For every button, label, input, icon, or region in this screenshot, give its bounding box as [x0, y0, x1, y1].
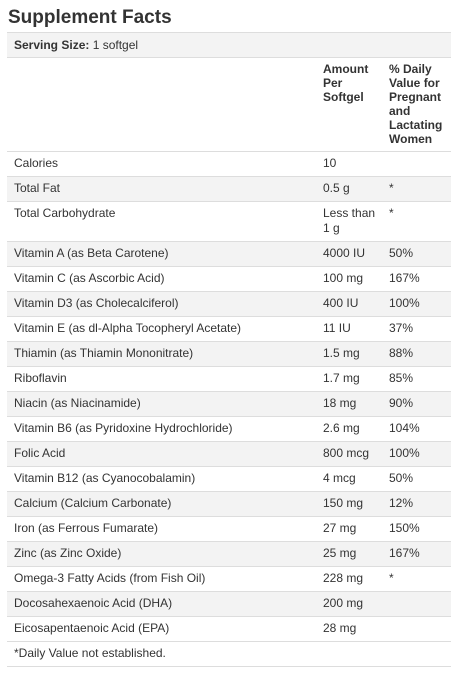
table-row: Calories 10 [7, 151, 451, 177]
nutrient-name-cell: Thiamin (as Thiamin Mononitrate) [7, 341, 316, 367]
daily-value-cell: * [382, 566, 451, 592]
nutrient-name-cell: Folic Acid [7, 441, 316, 467]
nutrient-name-cell: Vitamin A (as Beta Carotene) [7, 241, 316, 267]
daily-value-cell: 100% [382, 291, 451, 317]
table-row: Omega-3 Fatty Acids (from Fish Oil) 228 m… [7, 566, 451, 592]
header-dv-line: and [389, 104, 411, 118]
amount-cell: 2.6 mg [316, 416, 382, 442]
amount-cell: 1.5 mg [316, 341, 382, 367]
header-daily-value-cell: % Daily Value for Pregnant and Lactating… [382, 58, 451, 152]
header-dv-line: Pregnant [389, 90, 442, 104]
table-row: Vitamin A (as Beta Carotene) 4000 IU 50% [7, 241, 451, 267]
daily-value-cell: 50% [382, 466, 451, 492]
amount-cell: 100 mg [316, 266, 382, 292]
daily-value-cell: * [382, 201, 451, 242]
nutrient-name-cell: Total Fat [7, 176, 316, 202]
serving-size-value: 1 softgel [92, 38, 139, 52]
table-row: Folic Acid 800 mcg 100% [7, 441, 451, 467]
amount-cell: 200 mg [316, 591, 382, 617]
nutrient-name-cell: Eicosapentaenoic Acid (EPA) [7, 616, 316, 642]
amount-cell: 0.5 g [316, 176, 382, 202]
nutrient-name-cell: Total Carbohydrate [7, 201, 316, 242]
nutrient-name-cell: Vitamin C (as Ascorbic Acid) [7, 266, 316, 292]
amount-cell: 4 mcg [316, 466, 382, 492]
nutrient-name-cell: Calcium (Calcium Carbonate) [7, 491, 316, 517]
header-dv-line: Women [389, 132, 433, 146]
nutrient-name-cell: Calories [7, 151, 316, 177]
facts-table: Amount Per Softgel % Daily Value for Pre… [7, 58, 451, 642]
nutrient-name-cell: Zinc (as Zinc Oxide) [7, 541, 316, 567]
header-amount-line: Per [323, 76, 343, 90]
daily-value-cell: 50% [382, 241, 451, 267]
header-amount-line: Softgel [323, 90, 364, 104]
nutrient-name-cell: Riboflavin [7, 366, 316, 392]
header-dv-line: % Daily [389, 62, 432, 76]
amount-cell: 10 [316, 151, 382, 177]
table-row: Iron (as Ferrous Fumarate) 27 mg 150% [7, 516, 451, 542]
daily-value-cell: 167% [382, 541, 451, 567]
daily-value-cell [382, 591, 451, 617]
supplement-facts-panel: Serving Size: 1 softgel Amount Per Softg… [7, 32, 451, 667]
header-amount-line: Amount [323, 62, 369, 76]
daily-value-cell: 150% [382, 516, 451, 542]
footnote: *Daily Value not established. [7, 642, 451, 667]
table-row: Vitamin B6 (as Pyridoxine Hydrochloride)… [7, 416, 451, 442]
amount-cell: 11 IU [316, 316, 382, 342]
nutrient-name-cell: Iron (as Ferrous Fumarate) [7, 516, 316, 542]
table-row: Niacin (as Niacinamide) 18 mg 90% [7, 391, 451, 417]
nutrient-name-cell: Vitamin D3 (as Cholecalciferol) [7, 291, 316, 317]
table-row: Total Fat 0.5 g * [7, 176, 451, 202]
daily-value-cell [382, 616, 451, 642]
amount-cell: Less than 1 g [316, 201, 382, 242]
table-row: Calcium (Calcium Carbonate) 150 mg 12% [7, 491, 451, 517]
header-dv-line: Value for [389, 76, 440, 90]
amount-cell: 800 mcg [316, 441, 382, 467]
table-row: Eicosapentaenoic Acid (EPA) 28 mg [7, 616, 451, 642]
amount-cell: 1.7 mg [316, 366, 382, 392]
serving-size-row: Serving Size: 1 softgel [7, 32, 451, 58]
page-title: Supplement Facts [8, 7, 172, 28]
amount-cell: 28 mg [316, 616, 382, 642]
table-row: Docosahexaenoic Acid (DHA) 200 mg [7, 591, 451, 617]
table-row: Vitamin E (as dl-Alpha Tocopheryl Acetat… [7, 316, 451, 342]
daily-value-cell: 100% [382, 441, 451, 467]
table-row: Vitamin C (as Ascorbic Acid) 100 mg 167% [7, 266, 451, 292]
table-row: Vitamin B12 (as Cyanocobalamin) 4 mcg 50% [7, 466, 451, 492]
daily-value-cell: 12% [382, 491, 451, 517]
daily-value-cell [382, 151, 451, 177]
amount-cell: 400 IU [316, 291, 382, 317]
daily-value-cell: * [382, 176, 451, 202]
daily-value-cell: 90% [382, 391, 451, 417]
nutrient-name-cell: Omega-3 Fatty Acids (from Fish Oil) [7, 566, 316, 592]
table-header-row: Amount Per Softgel % Daily Value for Pre… [7, 58, 451, 152]
table-row: Riboflavin 1.7 mg 85% [7, 366, 451, 392]
nutrient-name-cell: Docosahexaenoic Acid (DHA) [7, 591, 316, 617]
table-row: Zinc (as Zinc Oxide) 25 mg 167% [7, 541, 451, 567]
header-dv-line: Lactating [389, 118, 443, 132]
table-row: Vitamin D3 (as Cholecalciferol) 400 IU 100… [7, 291, 451, 317]
nutrient-name-cell: Vitamin B6 (as Pyridoxine Hydrochloride) [7, 416, 316, 442]
amount-cell: 228 mg [316, 566, 382, 592]
table-row: Total Carbohydrate Less than 1 g * [7, 201, 451, 242]
amount-cell: 18 mg [316, 391, 382, 417]
daily-value-cell: 167% [382, 266, 451, 292]
serving-size-label: Serving Size: [14, 38, 90, 52]
daily-value-cell: 37% [382, 316, 451, 342]
daily-value-cell: 104% [382, 416, 451, 442]
nutrient-name-cell: Vitamin E (as dl-Alpha Tocopheryl Acetat… [7, 316, 316, 342]
nutrient-name-cell: Niacin (as Niacinamide) [7, 391, 316, 417]
amount-cell: 27 mg [316, 516, 382, 542]
header-nutrient-cell [7, 58, 316, 152]
amount-cell: 4000 IU [316, 241, 382, 267]
daily-value-cell: 88% [382, 341, 451, 367]
header-amount-cell: Amount Per Softgel [316, 58, 382, 152]
nutrient-name-cell: Vitamin B12 (as Cyanocobalamin) [7, 466, 316, 492]
table-row: Thiamin (as Thiamin Mononitrate) 1.5 mg 88… [7, 341, 451, 367]
amount-cell: 25 mg [316, 541, 382, 567]
amount-cell: 150 mg [316, 491, 382, 517]
daily-value-cell: 85% [382, 366, 451, 392]
